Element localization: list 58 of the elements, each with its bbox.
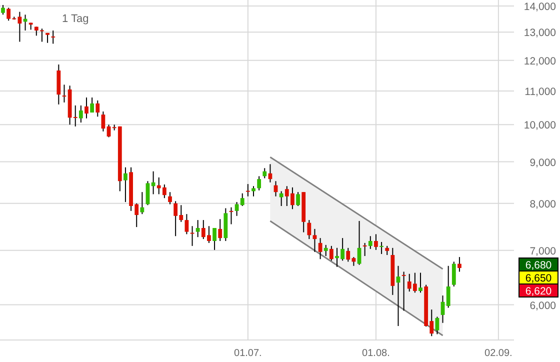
candlestick <box>246 184 250 197</box>
candlestick <box>1 4 5 16</box>
candlestick <box>385 245 390 256</box>
x-tick-label: 01.08. <box>362 348 390 359</box>
y-tick-label: 11,000 <box>524 86 556 98</box>
text: 1 Tag <box>62 13 89 25</box>
candlestick <box>78 104 83 124</box>
candlestick <box>452 261 456 287</box>
y-tick-label: 10,000 <box>524 120 556 132</box>
candlestick <box>84 97 88 119</box>
candlestick <box>380 241 384 254</box>
x-tick-label: 02.09. <box>484 348 512 359</box>
candlestick <box>312 228 317 252</box>
candlestick <box>262 168 267 179</box>
candlestick <box>296 192 300 206</box>
candlestick <box>18 11 22 42</box>
candlestick <box>196 220 200 238</box>
candlestick <box>96 100 100 118</box>
y-tick-label: 9,000 <box>530 156 556 169</box>
text: 6,650 <box>525 272 552 284</box>
candlestick <box>212 227 216 250</box>
candlestick <box>124 166 128 203</box>
candlestick <box>357 220 362 266</box>
candlestick <box>252 186 256 197</box>
candlestick <box>101 111 106 132</box>
y-tick-label: 6,000 <box>530 300 556 312</box>
candlestick <box>435 316 440 335</box>
candlestick <box>146 180 150 206</box>
candlestick <box>257 176 262 191</box>
candlestick <box>234 202 239 216</box>
candlestick <box>346 247 350 262</box>
candlestick <box>374 234 378 250</box>
text: 6,680 <box>525 260 552 272</box>
candlestick <box>218 218 222 242</box>
y-tick-label: 7,000 <box>530 245 556 258</box>
candlestick <box>140 192 144 215</box>
candlestick <box>446 265 450 308</box>
candlestick <box>324 244 328 257</box>
candlestick <box>168 192 172 205</box>
y-tick-label: 12,000 <box>524 55 556 68</box>
candlestick <box>90 97 94 114</box>
x-tick-label: 01.07. <box>234 348 262 359</box>
candlestick <box>184 214 189 235</box>
candlestick <box>240 192 244 206</box>
candlestick <box>418 272 422 294</box>
candlestick <box>307 220 312 240</box>
y-tick-label: 14,000 <box>524 0 556 13</box>
y-tick-label: 8,000 <box>530 198 556 210</box>
y-tick-label: 13,000 <box>524 27 556 40</box>
candlestick <box>362 242 367 257</box>
candlestick <box>368 236 372 250</box>
candlestick <box>51 30 56 44</box>
candlestick <box>279 190 284 206</box>
text: 6,620 <box>525 286 552 298</box>
candlestick <box>458 256 462 272</box>
candlestick <box>318 238 322 260</box>
candlestick <box>329 245 334 262</box>
candlestick <box>73 104 78 127</box>
